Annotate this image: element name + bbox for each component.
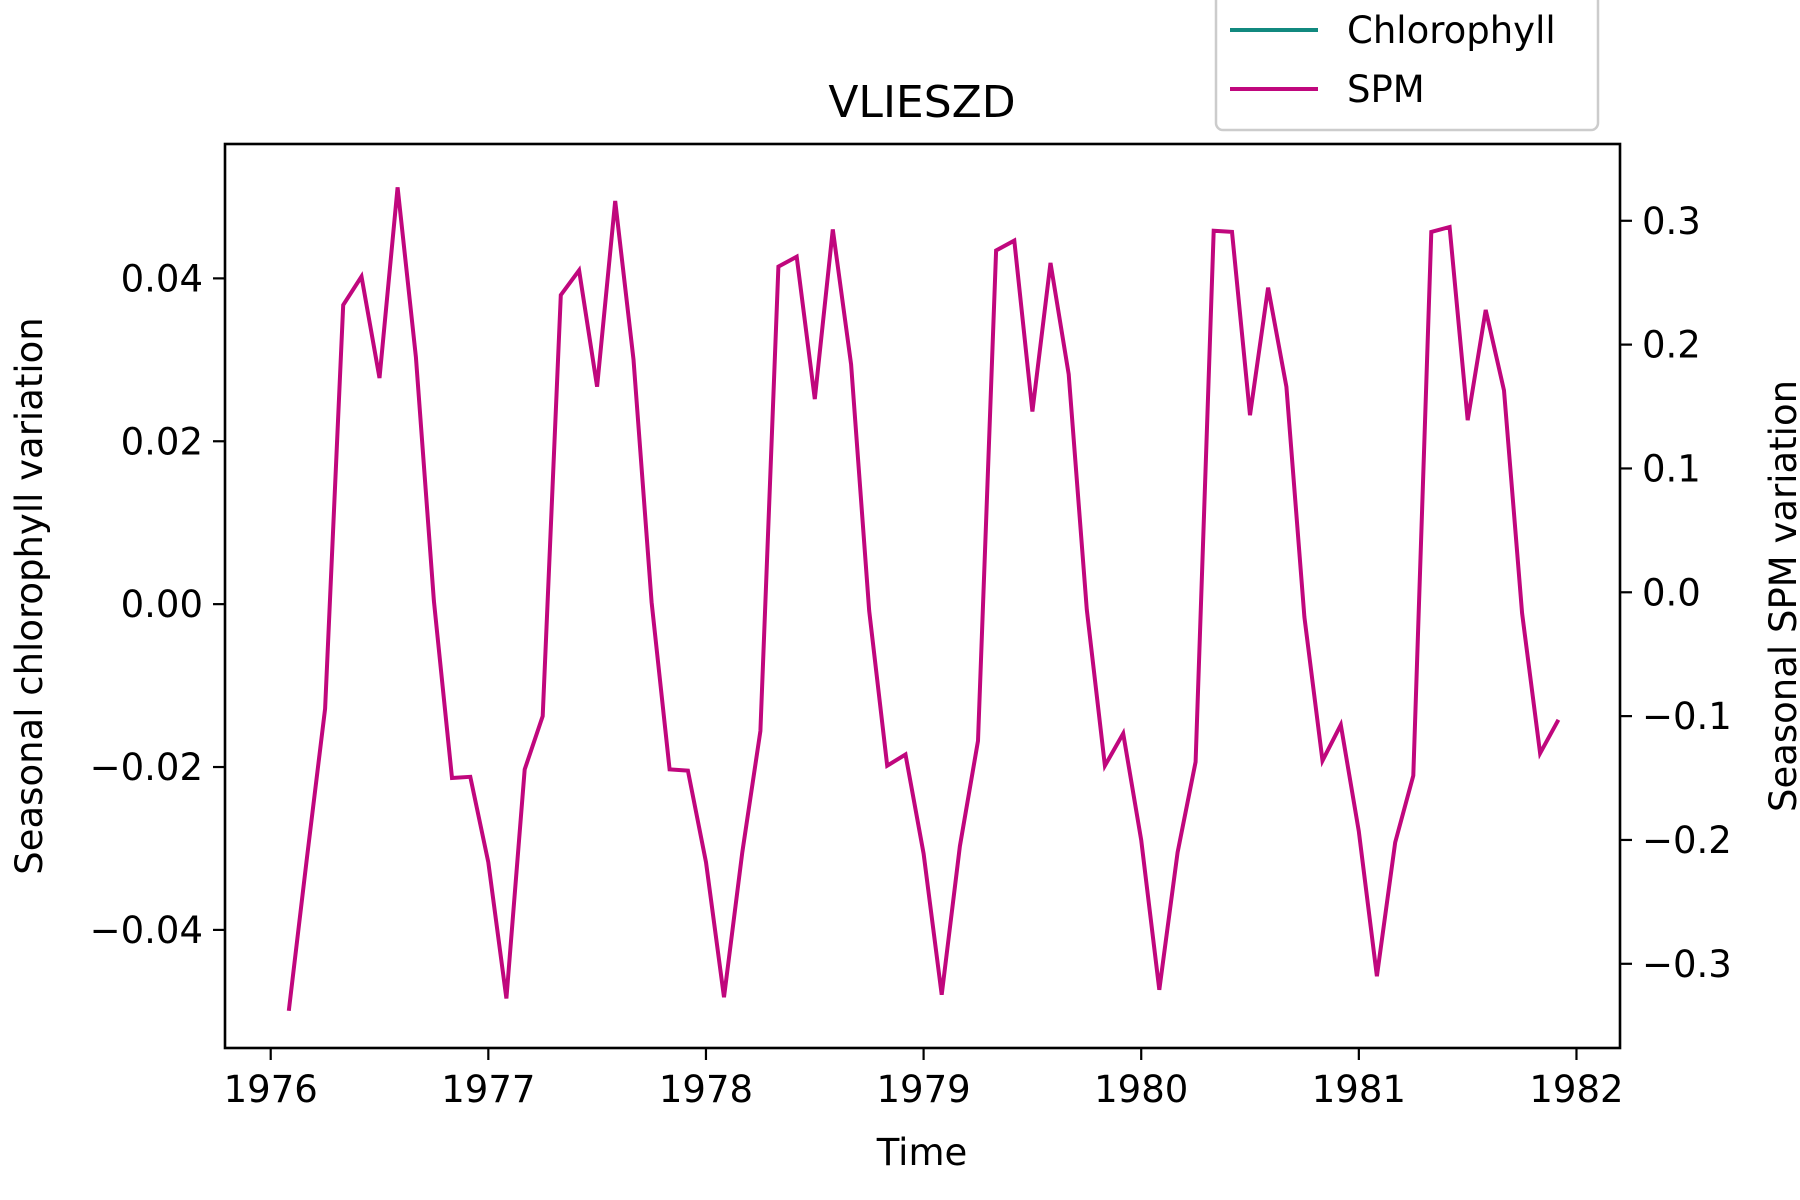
left-y-tick-label: −0.04 <box>90 909 203 952</box>
right-y-tick-label: 0.0 <box>1642 571 1701 614</box>
right-y-tick-label: 0.2 <box>1642 324 1701 367</box>
x-tick-label: 1979 <box>877 1068 971 1111</box>
right-y-axis-ticks: 0.3 0.2 0.1 0.0 −0.1 −0.2 −0.3 <box>1620 200 1732 986</box>
legend-label-chlorophyll: Chlorophyll <box>1347 9 1556 52</box>
chart-title: VLIESZD <box>828 77 1015 128</box>
x-tick-label: 1976 <box>224 1068 318 1111</box>
x-tick-label: 1978 <box>659 1068 753 1111</box>
right-y-tick-label: −0.1 <box>1642 695 1732 738</box>
left-y-axis-ticks: 0.04 0.02 0.00 −0.02 −0.04 <box>90 257 225 952</box>
left-y-axis-label: Seasonal chlorophyll variation <box>8 317 51 875</box>
x-axis-ticks: 1976 1977 1978 1979 1980 1981 1982 <box>224 1048 1624 1111</box>
legend-box <box>1214 0 1600 132</box>
x-tick-label: 1981 <box>1312 1068 1406 1111</box>
x-tick-label: 1982 <box>1529 1068 1623 1111</box>
series-lines <box>286 187 1561 1012</box>
legend: Chlorophyll SPM <box>1214 0 1600 132</box>
right-y-tick-label: −0.3 <box>1642 943 1732 986</box>
right-y-tick-label: −0.2 <box>1642 819 1732 862</box>
right-y-tick-label: 0.1 <box>1642 447 1701 490</box>
left-y-tick-label: 0.02 <box>121 420 203 463</box>
right-y-axis-label: Seasonal SPM variation <box>1762 380 1800 812</box>
legend-label-spm: SPM <box>1347 68 1425 111</box>
left-y-tick-label: −0.02 <box>90 746 203 789</box>
left-y-tick-label: 0.04 <box>121 257 203 300</box>
x-tick-label: 1977 <box>441 1068 535 1111</box>
x-axis-label: Time <box>876 1131 968 1174</box>
series-line-spm <box>286 187 1561 1012</box>
right-y-tick-label: 0.3 <box>1642 200 1701 243</box>
left-y-tick-label: 0.00 <box>121 583 203 626</box>
x-tick-label: 1980 <box>1094 1068 1188 1111</box>
